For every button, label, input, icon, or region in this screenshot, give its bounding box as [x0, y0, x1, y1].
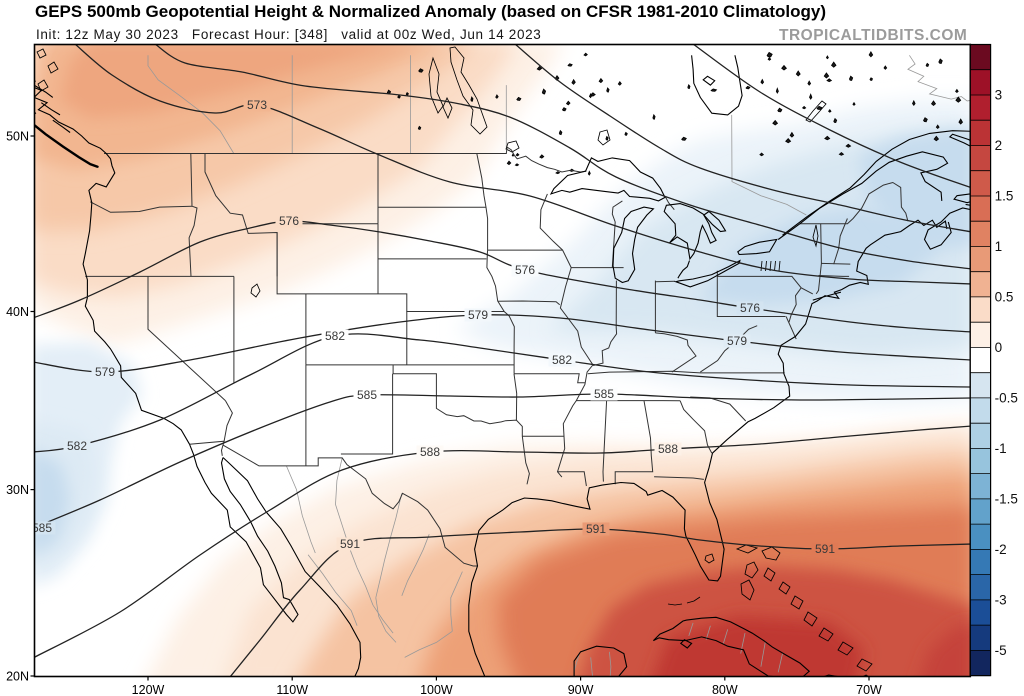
svg-text:40N: 40N [6, 305, 29, 319]
svg-text:588: 588 [420, 445, 440, 459]
svg-text:-2: -2 [995, 542, 1007, 557]
svg-text:2: 2 [995, 138, 1003, 153]
svg-text:591: 591 [340, 537, 360, 551]
svg-text:579: 579 [468, 308, 488, 322]
svg-text:110W: 110W [276, 683, 308, 696]
svg-text:582: 582 [67, 439, 87, 453]
svg-text:582: 582 [325, 329, 345, 343]
svg-text:582: 582 [552, 353, 572, 367]
svg-text:579: 579 [727, 334, 747, 348]
svg-text:576: 576 [279, 214, 299, 228]
svg-text:591: 591 [586, 522, 606, 536]
svg-text:120W: 120W [132, 683, 165, 696]
svg-text:3: 3 [995, 88, 1003, 103]
svg-text:1: 1 [995, 239, 1003, 254]
svg-text:-0.5: -0.5 [995, 390, 1018, 405]
svg-text:585: 585 [594, 387, 614, 401]
svg-text:20N: 20N [6, 670, 29, 684]
svg-text:-5: -5 [995, 643, 1007, 658]
svg-text:1.5: 1.5 [995, 189, 1014, 204]
svg-text:30N: 30N [6, 483, 29, 497]
svg-text:0: 0 [995, 340, 1003, 355]
svg-text:50N: 50N [6, 130, 29, 144]
svg-text:-1: -1 [995, 441, 1007, 456]
svg-text:585: 585 [32, 521, 52, 535]
svg-text:579: 579 [95, 365, 115, 379]
svg-text:100W: 100W [420, 683, 453, 696]
svg-text:576: 576 [740, 301, 760, 315]
svg-text:70W: 70W [856, 683, 882, 696]
svg-text:80W: 80W [712, 683, 738, 696]
svg-text:-3: -3 [995, 592, 1007, 607]
svg-text:90W: 90W [568, 683, 594, 696]
svg-text:588: 588 [658, 442, 678, 456]
svg-text:591: 591 [815, 542, 835, 556]
svg-text:573: 573 [247, 98, 267, 112]
svg-text:-1.5: -1.5 [995, 491, 1018, 506]
svg-text:585: 585 [357, 388, 377, 402]
svg-text:576: 576 [515, 263, 535, 277]
svg-text:0.5: 0.5 [995, 289, 1014, 304]
